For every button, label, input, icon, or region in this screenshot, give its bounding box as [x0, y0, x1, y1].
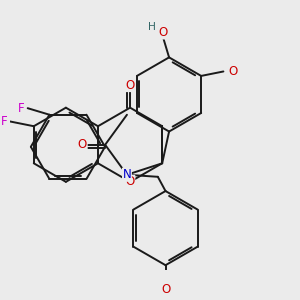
Text: H: H — [148, 22, 156, 32]
Text: O: O — [78, 138, 87, 151]
Text: O: O — [161, 284, 170, 296]
Text: F: F — [18, 102, 24, 115]
Text: F: F — [1, 115, 8, 128]
Text: O: O — [125, 79, 135, 92]
Text: O: O — [158, 26, 167, 39]
Text: N: N — [123, 168, 131, 181]
Text: O: O — [228, 65, 238, 78]
Text: O: O — [125, 175, 135, 188]
